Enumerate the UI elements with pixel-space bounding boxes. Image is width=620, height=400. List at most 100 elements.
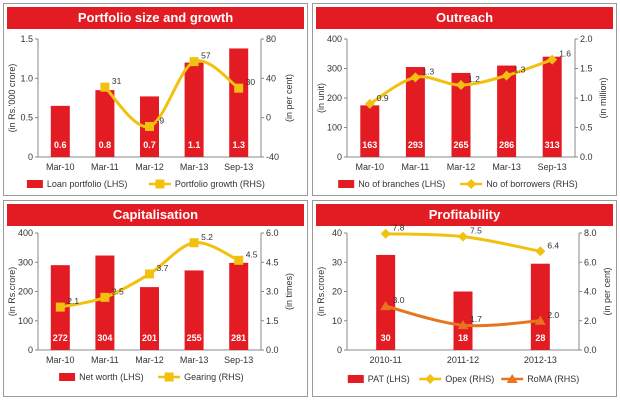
category-label: Mar-10 — [356, 162, 385, 172]
profitability-chart: 0 10 20 30 40 0.0 2.0 4.0 6.0 8.0 (in Rs.crore) (in… — [316, 223, 612, 384]
outreach-panel: Outreach 0 100 200 300 400 0.0 0.5 1.0 1.5 2.0 (in… — [312, 3, 617, 196]
left-tick-label: 200 — [327, 93, 342, 103]
legend-marker — [506, 374, 518, 383]
portfolio-chart: 0 0.5 1.0 1.5 -40 0 40 80 (in Rs.'000 crore) (in … — [7, 34, 294, 189]
series-marker — [100, 82, 110, 92]
legend-label: Portfolio growth (RHS) — [175, 179, 265, 189]
series-marker — [458, 231, 468, 242]
bar-value-label: 255 — [187, 333, 202, 343]
panel-title: Portfolio size and growth — [7, 7, 304, 29]
series-value-label: 3.7 — [157, 263, 169, 273]
category-label: Mar-12 — [135, 162, 164, 172]
bar-value-label: 281 — [231, 333, 246, 343]
left-tick-label: 1.0 — [20, 73, 33, 83]
series-value-label: -9 — [157, 116, 165, 126]
legend-label: PAT (LHS) — [368, 374, 410, 384]
left-tick-label: 10 — [332, 316, 342, 326]
series-value-label: 7.5 — [470, 226, 482, 236]
bar-value-label: 201 — [142, 333, 157, 343]
legend-swatch — [338, 180, 355, 188]
bar-value-label: 18 — [458, 333, 468, 343]
series-value-label: 57 — [201, 51, 211, 61]
legend-marker — [155, 179, 165, 189]
category-label: Mar-12 — [447, 162, 476, 172]
bar — [95, 90, 115, 157]
left-tick-label: 0 — [28, 152, 33, 162]
bar-value-label: 293 — [408, 140, 423, 150]
legend-label: Gearing (RHS) — [184, 372, 244, 382]
series-value-label: 1.2 — [468, 74, 480, 84]
series-value-label: 2.1 — [67, 296, 79, 306]
y2-axis-title: (in times) — [284, 273, 294, 310]
y-axis-title: (in unit) — [316, 83, 326, 113]
legend-label: RoMA (RHS) — [527, 374, 579, 384]
category-label: Mar-11 — [401, 162, 429, 172]
series-value-label: 2.5 — [112, 286, 124, 296]
category-label: Mar-10 — [46, 162, 75, 172]
legend-marker — [425, 374, 436, 384]
series-marker — [380, 228, 391, 239]
category-label: Mar-11 — [91, 355, 119, 365]
series-value-label: 1.6 — [559, 49, 571, 59]
left-tick-label: 300 — [327, 64, 342, 74]
panel-title: Outreach — [316, 7, 613, 29]
bar — [50, 105, 70, 157]
bar — [229, 48, 249, 157]
legend-label: Opex (RHS) — [445, 374, 494, 384]
left-tick-label: 100 — [327, 123, 342, 133]
bar — [95, 255, 115, 350]
left-tick-label: 400 — [327, 34, 342, 44]
left-tick-label: 30 — [332, 257, 342, 267]
series-marker — [364, 98, 375, 109]
bar-value-label: 28 — [535, 333, 545, 343]
left-tick-label: 0 — [337, 345, 342, 355]
series-marker — [234, 255, 244, 265]
series-line — [103, 59, 240, 129]
category-label: Mar-13 — [180, 162, 209, 172]
category-label: 2011-12 — [447, 355, 479, 365]
series-marker — [234, 83, 244, 93]
legend-label: Loan portfolio (LHS) — [47, 179, 128, 189]
legend-swatch — [26, 180, 43, 188]
bar-value-label: 304 — [97, 333, 112, 343]
category-label: Sep-13 — [538, 162, 567, 172]
category-label: 2010-11 — [369, 355, 401, 365]
right-tick-label: 0.0 — [584, 345, 597, 355]
bar-value-label: 0.7 — [143, 140, 156, 150]
legend-label: Net worth (LHS) — [79, 372, 144, 382]
right-tick-label: 1.0 — [580, 93, 593, 103]
right-tick-label: 1.5 — [580, 64, 593, 74]
legend-swatch — [59, 373, 76, 381]
series-value-label: 1.3 — [514, 65, 526, 75]
right-tick-label: 3.0 — [266, 287, 279, 297]
category-label: 2012-13 — [524, 355, 557, 365]
series-value-label: 1.7 — [470, 314, 482, 324]
right-tick-label: 80 — [266, 34, 276, 44]
legend-marker — [164, 372, 174, 382]
y2-axis-title: (in per cent) — [284, 74, 294, 122]
left-tick-label: 400 — [18, 228, 33, 238]
bar — [405, 67, 425, 157]
panel-title: Capitalisation — [7, 204, 304, 226]
series-marker — [145, 122, 154, 132]
series-marker — [535, 246, 546, 257]
series-value-label: 1.3 — [422, 66, 434, 76]
series-marker — [145, 269, 154, 279]
capitalisation-panel: Capitalisation 0 100 200 300 400 0.0 1.5 3.0 4.5… — [3, 200, 308, 397]
category-label: Sep-13 — [224, 162, 253, 172]
legend-marker — [466, 179, 477, 189]
right-tick-label: 1.5 — [266, 316, 279, 326]
y2-axis-title: (in per cent) — [602, 267, 612, 315]
right-tick-label: 0.0 — [580, 152, 593, 162]
bar — [497, 65, 517, 157]
y-axis-title: (in Rs.crore) — [316, 267, 326, 317]
left-tick-label: 200 — [18, 287, 33, 297]
series-marker — [457, 320, 469, 330]
left-tick-label: 0 — [28, 345, 33, 355]
outreach-chart: 0 100 200 300 400 0.0 0.5 1.0 1.5 2.0 (in unit) (in… — [316, 34, 608, 189]
series-value-label: 4.5 — [246, 249, 258, 259]
right-tick-label: 6.0 — [266, 228, 279, 238]
right-tick-label: 8.0 — [584, 228, 597, 238]
bar-value-label: 0.6 — [54, 140, 67, 150]
bar — [140, 287, 159, 350]
